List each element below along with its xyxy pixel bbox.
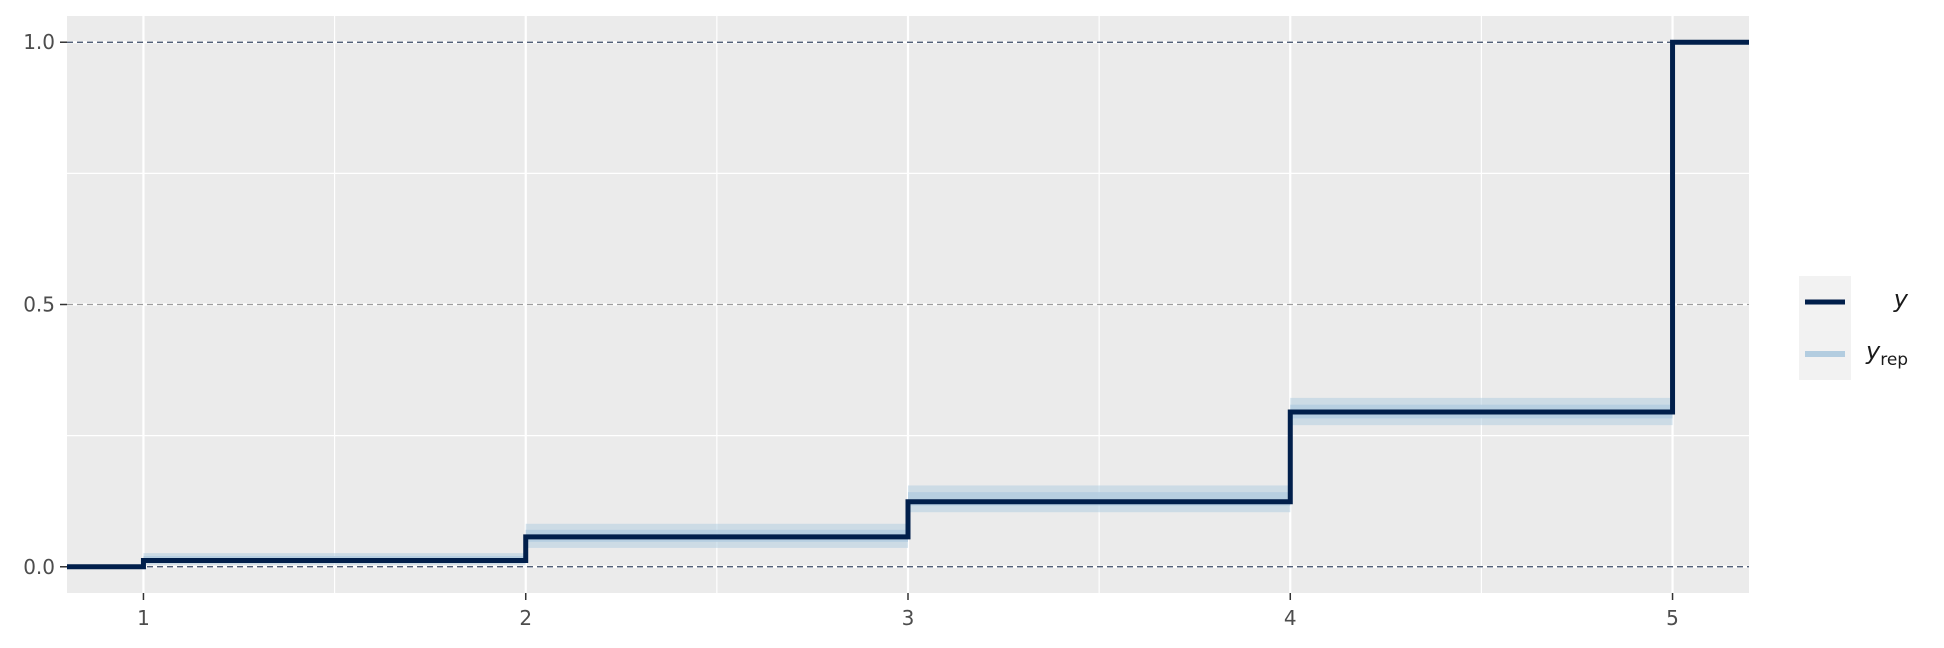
legend-label-y: y xyxy=(1893,285,1909,313)
legend-label-yrep-main: y xyxy=(1865,337,1881,365)
x-tick-label: 3 xyxy=(902,606,915,630)
y-tick-label: 0.5 xyxy=(23,293,55,317)
y-axis: 0.0 0.5 1.0 xyxy=(23,30,67,579)
legend: y yrep xyxy=(1799,276,1909,380)
y-tick-label: 1.0 xyxy=(23,30,55,54)
reference-lines xyxy=(67,41,1749,568)
x-tick-label: 1 xyxy=(137,606,150,630)
legend-key-background xyxy=(1799,276,1851,380)
x-tick-label: 2 xyxy=(519,606,532,630)
y-tick-label: 0.0 xyxy=(23,555,55,579)
x-tick-label: 5 xyxy=(1666,606,1679,630)
legend-label-yrep-sub: rep xyxy=(1880,350,1908,370)
legend-label-yrep: yrep xyxy=(1865,337,1908,370)
x-tick-label: 4 xyxy=(1284,606,1297,630)
y-step-line xyxy=(67,39,1749,570)
x-axis: 1 2 3 4 5 xyxy=(137,593,1679,630)
